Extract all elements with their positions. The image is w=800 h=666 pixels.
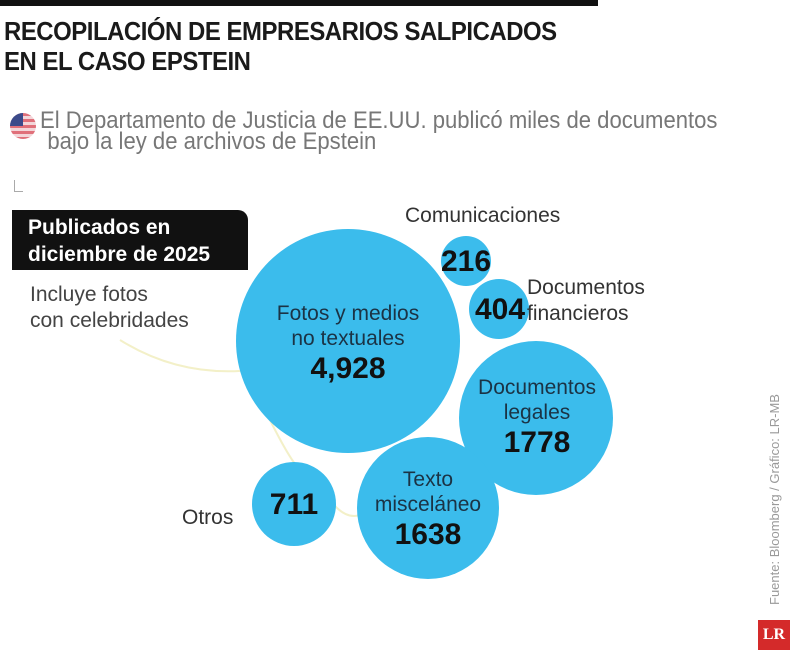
- bubble-fotos-y-medios-no-textuales: [236, 229, 460, 453]
- label-line: misceláneo: [374, 493, 482, 516]
- label-line: Fotos y medios: [276, 302, 420, 325]
- top-bar: [0, 0, 598, 6]
- value-label: 711: [269, 488, 319, 521]
- value-label: 1778: [503, 426, 571, 459]
- note-line-1: Incluye fotos: [30, 283, 148, 306]
- bubble-documentos-legales: [459, 341, 613, 495]
- value-label: 216: [440, 245, 492, 278]
- label-line: no textuales: [291, 327, 405, 350]
- category-label-otros: Otros: [182, 506, 234, 529]
- label-line: Texto: [402, 468, 454, 491]
- label-line: legales: [503, 401, 571, 424]
- bubble-label-financieros: 404: [475, 292, 525, 328]
- title-line-1: RECOPILACIÓN DE EMPRESARIOS SALPICADOS: [4, 16, 557, 46]
- us-flag-icon: [10, 113, 36, 139]
- label-line: Documentos: [478, 376, 596, 399]
- category-label-financieros: Documentos financieros: [527, 275, 645, 327]
- bubble-label-legales: Documentos legales 1778: [478, 375, 596, 461]
- note: Incluye fotos con celebridades: [30, 282, 189, 334]
- bubble-label-comunicaciones: 216: [441, 244, 491, 280]
- value-label: 1638: [394, 518, 462, 551]
- date-badge: Publicados en diciembre de 2025: [12, 210, 248, 270]
- value-label: 4,928: [310, 352, 386, 385]
- title-line-2: EN EL CASO EPSTEIN: [4, 46, 251, 76]
- subtitle: El Departamento de Justicia de EE.UU. pu…: [40, 107, 718, 155]
- label-line: Documentos: [527, 276, 645, 299]
- bubble-texto-miscel-neo: [357, 437, 499, 579]
- bubble-otros: [252, 462, 336, 546]
- bubble-label-otros: 711: [270, 487, 318, 523]
- bubble-label-texto: Texto misceláneo 1638: [375, 467, 481, 553]
- subtitle-line-2: bajo la ley de archivos de Epstein: [47, 128, 377, 155]
- source-credit: Fuente: Bloomberg / Gráfico: LR-MB: [767, 394, 782, 605]
- subtitle-line-1: El Departamento de Justicia de EE.UU. pu…: [40, 107, 718, 134]
- value-label: 404: [474, 293, 526, 326]
- label-line: financieros: [527, 302, 629, 325]
- lr-logo: LR: [758, 620, 790, 650]
- bubble-documentos-financieros: [469, 279, 529, 339]
- badge-line-2: diciembre de 2025: [28, 243, 211, 266]
- badge-line-1: Publicados en: [28, 216, 171, 239]
- note-line-2: con celebridades: [30, 309, 189, 332]
- bubble-label-fotos: Fotos y medios no textuales 4,928: [277, 301, 419, 387]
- corner-mark: [14, 180, 23, 192]
- category-label-comunicaciones: Comunicaciones: [405, 204, 561, 227]
- bubble-comunicaciones: [441, 236, 491, 286]
- page-title: RECOPILACIÓN DE EMPRESARIOS SALPICADOS E…: [4, 16, 557, 76]
